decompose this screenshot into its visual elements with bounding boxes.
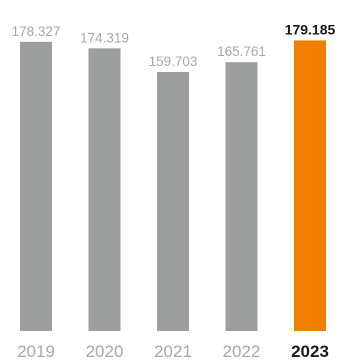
bar-2021 [157,72,189,332]
x-tick-label-2019: 2019 [17,342,55,361]
value-labels-group: 178.327 174.319 159.703 165.761 179.185 [12,21,336,69]
bar-2022 [225,62,258,332]
bar-2023 [294,40,326,332]
x-tick-labels-group: 2019 2020 2021 2022 2023 [17,342,329,361]
x-tick-label-2023: 2023 [291,342,329,361]
value-label-2021: 159.703 [149,54,198,69]
bar-2019 [20,41,52,332]
value-label-2022: 165.761 [217,44,266,59]
value-label-2020: 174.319 [80,30,129,45]
bar-2020 [88,48,121,331]
x-tick-label-2022: 2022 [223,342,261,361]
value-label-2023: 179.185 [285,21,336,37]
value-label-2019: 178.327 [12,24,61,39]
bars-group [20,40,326,332]
x-tick-label-2021: 2021 [154,342,192,361]
x-tick-label-2020: 2020 [86,342,124,361]
